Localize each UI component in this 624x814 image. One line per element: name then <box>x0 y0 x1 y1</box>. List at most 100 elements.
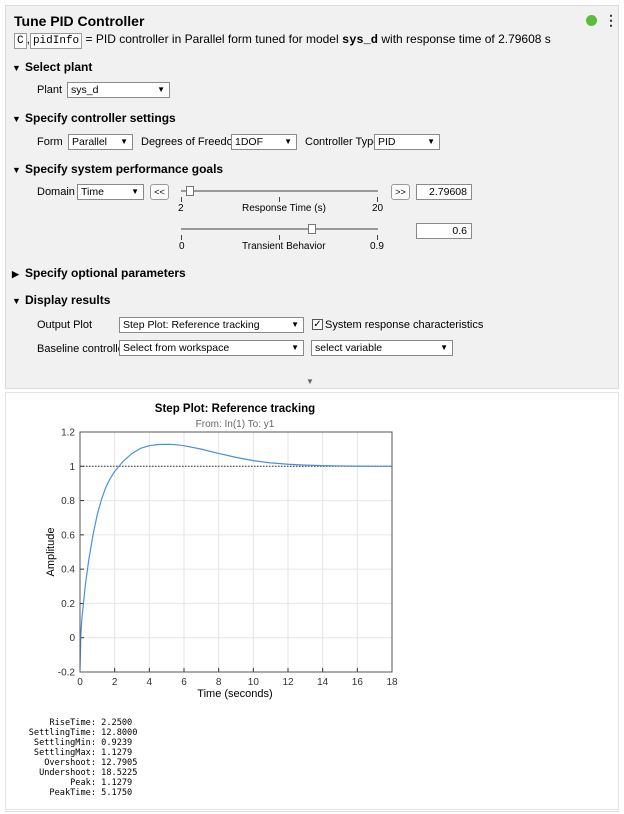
stat-value: 12.7905 <box>96 758 138 768</box>
response-time-field[interactable]: 2.79608 <box>416 184 472 200</box>
stat-row: SettlingTime: 12.8000 <box>28 728 138 738</box>
output-plot-value: Step Plot: Reference tracking <box>123 319 260 331</box>
variable-dropdown[interactable]: select variable ▼ <box>311 340 453 356</box>
stat-value: 5.1750 <box>96 788 133 798</box>
plant-label: Plant <box>37 84 63 96</box>
form-dropdown[interactable]: Parallel ▼ <box>68 134 133 150</box>
chevron-down-icon: ▼ <box>427 137 435 146</box>
section-label: Specify system performance goals <box>25 162 224 176</box>
collapsed-chevron-icon: ▶ <box>12 269 19 279</box>
slider-tick <box>377 197 378 202</box>
stat-key: Peak: <box>70 778 96 788</box>
divider <box>5 811 619 812</box>
response-time-min-label: 2 <box>178 203 184 214</box>
transient-label: Transient Behavior <box>242 241 326 252</box>
expanded-chevron-icon: ▼ <box>12 165 21 175</box>
equals-sign: = <box>85 32 93 46</box>
increase-response-button[interactable]: >> <box>391 184 410 200</box>
output-plot-dropdown[interactable]: Step Plot: Reference tracking ▼ <box>119 317 304 333</box>
controller-type-dropdown[interactable]: PID ▼ <box>374 134 440 150</box>
transient-min-label: 0 <box>179 241 185 252</box>
chevron-down-icon: ▼ <box>291 320 299 329</box>
output-token-c[interactable]: C <box>14 33 27 49</box>
expanded-chevron-icon: ▼ <box>12 114 21 124</box>
stat-value: 12.8000 <box>96 728 138 738</box>
chevron-down-icon: ▼ <box>291 343 299 352</box>
plant-dropdown[interactable]: sys_d ▼ <box>67 82 170 98</box>
checkmark-icon: ✓ <box>313 319 322 330</box>
transient-field[interactable]: 0.6 <box>416 223 472 239</box>
stat-key: Undershoot: <box>39 768 96 778</box>
stat-key: PeakTime: <box>49 788 96 798</box>
kebab-menu-icon[interactable]: ⋮ <box>604 12 618 28</box>
response-time-max-label: 20 <box>372 203 384 214</box>
dof-value: 1DOF <box>235 136 264 148</box>
section-optional-params[interactable]: ▶ Specify optional parameters <box>12 266 186 280</box>
expanded-chevron-icon: ▼ <box>12 63 21 73</box>
summary-model: sys_d <box>342 33 379 47</box>
transient-max-label: 0.9 <box>370 241 384 252</box>
chevron-down-icon: ▼ <box>120 137 128 146</box>
domain-value: Time <box>81 186 104 198</box>
stat-value: 1.1279 <box>96 778 133 788</box>
stat-value: 1.1279 <box>96 748 133 758</box>
section-select-plant[interactable]: ▼ Select plant <box>12 60 92 74</box>
task-summary: C, pidInfo = PID controller in Parallel f… <box>14 32 551 49</box>
stat-row: SettlingMin: 0.9239 <box>28 738 137 748</box>
controller-type-value: PID <box>378 136 396 148</box>
transient-slider-thumb[interactable] <box>308 224 317 234</box>
domain-dropdown[interactable]: Time ▼ <box>77 184 144 200</box>
dof-label: Degrees of Freedom <box>141 136 242 148</box>
section-controller-settings[interactable]: ▼ Specify controller settings <box>12 111 176 125</box>
section-display-results[interactable]: ▼ Display results <box>12 293 110 307</box>
slider-tick <box>279 235 280 240</box>
decrease-response-button[interactable]: << <box>150 184 169 200</box>
panel-collapse-icon[interactable]: ▼ <box>306 377 314 386</box>
baseline-label: Baseline controller <box>37 343 128 355</box>
chevron-down-icon: ▼ <box>440 343 448 352</box>
stat-key: SettlingTime: <box>28 728 96 738</box>
chevron-down-icon: ▼ <box>284 137 292 146</box>
response-time-slider-thumb[interactable] <box>185 186 194 196</box>
transient-track[interactable] <box>181 228 378 230</box>
status-indicator-icon <box>586 15 597 26</box>
baseline-dropdown[interactable]: Select from workspace ▼ <box>119 340 304 356</box>
slider-tick <box>279 197 280 202</box>
stat-row: Peak: 1.1279 <box>28 778 137 788</box>
panel-title: Tune PID Controller <box>14 13 145 29</box>
plant-value: sys_d <box>71 84 99 96</box>
output-plot-label: Output Plot <box>37 319 93 331</box>
stat-key: Overshoot: <box>44 758 96 768</box>
characteristics-checkbox[interactable]: ✓ <box>312 319 323 330</box>
summary-prefix: PID controller in Parallel form tuned fo… <box>95 32 339 46</box>
output-token-pidinfo[interactable]: pidInfo <box>29 33 83 49</box>
form-value: Parallel <box>72 136 108 148</box>
characteristics-label: System response characteristics <box>325 319 484 331</box>
chevron-down-icon: ▼ <box>131 187 139 196</box>
slider-tick <box>181 235 182 240</box>
controller-type-label: Controller Type <box>305 136 380 148</box>
response-time-track[interactable] <box>181 190 378 192</box>
baseline-value: Select from workspace <box>123 342 230 354</box>
step-info-output: RiseTime: 2.2500 SettlingTime: 12.8000 Set… <box>28 718 138 798</box>
stat-key: SettlingMax: <box>33 748 96 758</box>
section-label: Display results <box>25 293 111 307</box>
domain-label: Domain <box>37 186 75 198</box>
section-label: Specify optional parameters <box>25 266 186 280</box>
stat-value: 0.9239 <box>96 738 133 748</box>
summary-suffix: with response time of 2.79608 s <box>381 32 551 46</box>
stat-row: SettlingMax: 1.1279 <box>28 748 137 758</box>
stat-key: SettlingMin: <box>33 738 96 748</box>
stat-row: RiseTime: 2.2500 <box>28 718 137 728</box>
section-label: Specify controller settings <box>25 111 176 125</box>
variable-value: select variable <box>315 342 383 354</box>
section-performance-goals[interactable]: ▼ Specify system performance goals <box>12 162 223 176</box>
dof-dropdown[interactable]: 1DOF ▼ <box>231 134 297 150</box>
stat-key: RiseTime: <box>49 718 96 728</box>
stat-value: 18.5225 <box>96 768 138 778</box>
chevron-down-icon: ▼ <box>157 85 165 94</box>
section-label: Select plant <box>25 60 93 74</box>
stat-row: Undershoot: 18.5225 <box>28 768 137 778</box>
slider-tick <box>181 197 182 202</box>
token-separator: , <box>26 32 30 46</box>
